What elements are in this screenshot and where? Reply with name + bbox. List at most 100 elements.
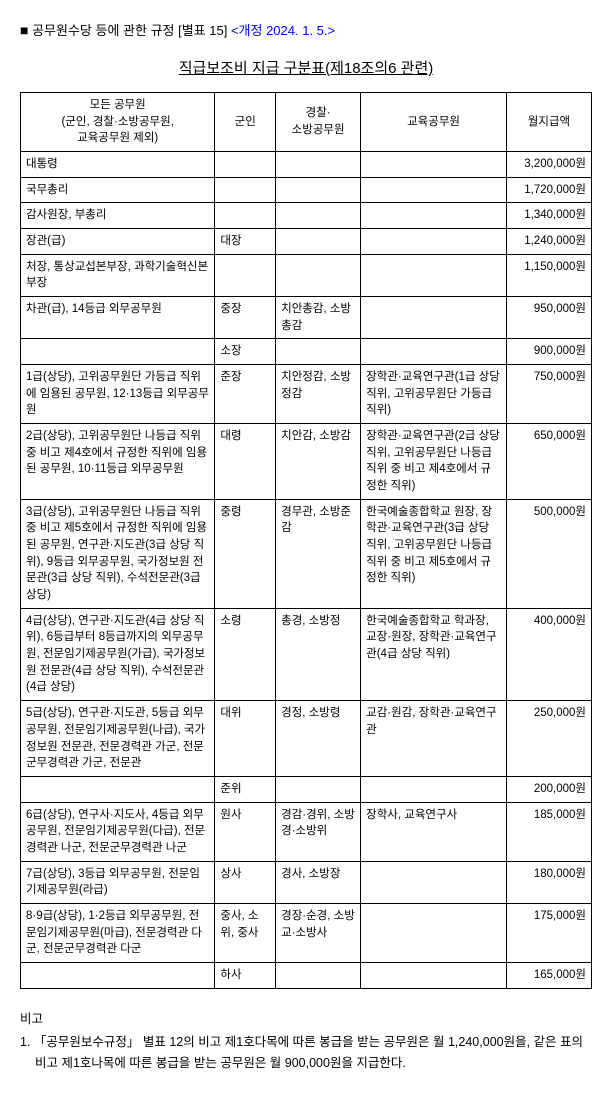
table-row: 처장, 통상교섭본부장, 과학기술혁신본부장1,150,000원 — [21, 254, 592, 296]
cell-amount: 750,000원 — [506, 365, 591, 424]
cell: 총경, 소방정 — [276, 608, 361, 700]
cell-amount: 250,000원 — [506, 701, 591, 777]
cell — [215, 203, 276, 229]
table-row: 7급(상당), 3등급 외무공무원, 전문임기제공무원(라급)상사경사, 소방장… — [21, 861, 592, 903]
cell — [276, 203, 361, 229]
cell: 중장 — [215, 297, 276, 339]
cell — [276, 229, 361, 255]
cell: 장관(급) — [21, 229, 215, 255]
cell — [361, 962, 507, 988]
table-row: 장관(급)대장 1,240,000원 — [21, 229, 592, 255]
cell — [361, 297, 507, 339]
cell: 소장 — [215, 339, 276, 365]
cell — [21, 776, 215, 802]
cell-amount: 180,000원 — [506, 861, 591, 903]
cell — [276, 339, 361, 365]
table-row: 소장 900,000원 — [21, 339, 592, 365]
cell: 6급(상당), 연구사·지도사, 4등급 외무공무원, 전문임기제공무원(다급)… — [21, 802, 215, 861]
cell: 치안총감, 소방총감 — [276, 297, 361, 339]
footnote-label: 비고 — [20, 1009, 592, 1030]
footnote-item-1: 1. 「공무원보수규정」 별표 12의 비고 제1호다목에 따른 봉급을 받는 … — [20, 1032, 592, 1075]
cell — [276, 254, 361, 296]
cell: 경무관, 소방준감 — [276, 499, 361, 608]
table-row: 1급(상당), 고위공무원단 가등급 직위에 임용된 공무원, 12·13등급 … — [21, 365, 592, 424]
cell — [361, 152, 507, 178]
square-bullet: ■ — [20, 22, 28, 38]
footnote-section: 비고 1. 「공무원보수규정」 별표 12의 비고 제1호다목에 따른 봉급을 … — [20, 1009, 592, 1075]
cell-amount: 1,340,000원 — [506, 203, 591, 229]
cell-amount: 650,000원 — [506, 424, 591, 500]
header-title: 공무원수당 등에 관한 규정 [별표 15] — [32, 23, 227, 38]
th-education: 교육공무원 — [361, 93, 507, 152]
table-row: 6급(상당), 연구사·지도사, 4등급 외무공무원, 전문임기제공무원(다급)… — [21, 802, 592, 861]
cell: 1급(상당), 고위공무원단 가등급 직위에 임용된 공무원, 12·13등급 … — [21, 365, 215, 424]
cell: 대통령 — [21, 152, 215, 178]
table-row: 3급(상당), 고위공무원단 나등급 직위 중 비고 제5호에서 규정한 직위에… — [21, 499, 592, 608]
cell: 경정, 소방령 — [276, 701, 361, 777]
cell: 7급(상당), 3등급 외무공무원, 전문임기제공무원(라급) — [21, 861, 215, 903]
table-row: 감사원장, 부총리 1,340,000원 — [21, 203, 592, 229]
cell: 중사, 소위, 중사 — [215, 903, 276, 962]
cell: 차관(급), 14등급 외무공무원 — [21, 297, 215, 339]
cell: 5급(상당), 연구관·지도관, 5등급 외무공무원, 전문임기제공무원(나급)… — [21, 701, 215, 777]
table-row: 5급(상당), 연구관·지도관, 5등급 외무공무원, 전문임기제공무원(나급)… — [21, 701, 592, 777]
header-amend: <개정 2024. 1. 5.> — [231, 23, 335, 38]
cell: 국무총리 — [21, 177, 215, 203]
cell: 한국예술종합학교 원장, 장학관·교육연구관(3급 상당 직위, 고위공무원단 … — [361, 499, 507, 608]
table-body: 대통령3,200,000원 국무총리 1,720,000원 감사원장, 부총리 1,… — [21, 152, 592, 989]
cell-amount: 1,240,000원 — [506, 229, 591, 255]
cell — [361, 339, 507, 365]
table-row: 대통령3,200,000원 — [21, 152, 592, 178]
cell-amount: 185,000원 — [506, 802, 591, 861]
doc-title: 직급보조비 지급 구분표(제18조의6 관련) — [20, 57, 592, 78]
cell: 경장·순경, 소방교·소방사 — [276, 903, 361, 962]
th-military: 군인 — [215, 93, 276, 152]
cell — [215, 177, 276, 203]
cell: 장학관·교육연구관(2급 상당 직위, 고위공무원단 나등급 직위 중 비고 제… — [361, 424, 507, 500]
cell-amount: 175,000원 — [506, 903, 591, 962]
cell-amount: 165,000원 — [506, 962, 591, 988]
cell-amount: 1,720,000원 — [506, 177, 591, 203]
cell — [215, 254, 276, 296]
cell: 장학관·교육연구관(1급 상당 직위, 고위공무원단 가등급 직위) — [361, 365, 507, 424]
cell: 대위 — [215, 701, 276, 777]
cell: 경감·경위, 소방경·소방위 — [276, 802, 361, 861]
cell — [276, 152, 361, 178]
cell: 하사 — [215, 962, 276, 988]
cell — [21, 962, 215, 988]
table-header-row: 모든 공무원 (군인, 경찰·소방공무원, 교육공무원 제외) 군인 경찰· 소… — [21, 93, 592, 152]
cell: 치안정감, 소방정감 — [276, 365, 361, 424]
cell: 상사 — [215, 861, 276, 903]
table-row: 4급(상당), 연구관·지도관(4급 상당 직위), 6등급부터 8등급까지의 … — [21, 608, 592, 700]
cell: 준위 — [215, 776, 276, 802]
table-row: 하사 165,000원 — [21, 962, 592, 988]
cell: 대장 — [215, 229, 276, 255]
cell — [276, 962, 361, 988]
cell: 대령 — [215, 424, 276, 500]
cell — [361, 203, 507, 229]
table-row: 2급(상당), 고위공무원단 나등급 직위 중 비고 제4호에서 규정한 직위에… — [21, 424, 592, 500]
cell — [361, 861, 507, 903]
cell — [361, 254, 507, 296]
cell-amount: 900,000원 — [506, 339, 591, 365]
allowance-table: 모든 공무원 (군인, 경찰·소방공무원, 교육공무원 제외) 군인 경찰· 소… — [20, 92, 592, 989]
cell: 장학사, 교육연구사 — [361, 802, 507, 861]
cell: 한국예술종합학교 학과장, 교장·원장, 장학관·교육연구관(4급 상당 직위) — [361, 608, 507, 700]
cell — [21, 339, 215, 365]
cell: 경사, 소방장 — [276, 861, 361, 903]
cell — [276, 177, 361, 203]
th-all-officials: 모든 공무원 (군인, 경찰·소방공무원, 교육공무원 제외) — [21, 93, 215, 152]
cell: 감사원장, 부총리 — [21, 203, 215, 229]
cell: 치안감, 소방감 — [276, 424, 361, 500]
cell-amount: 950,000원 — [506, 297, 591, 339]
cell: 원사 — [215, 802, 276, 861]
cell-amount: 400,000원 — [506, 608, 591, 700]
th-monthly-amount: 월지급액 — [506, 93, 591, 152]
table-row: 차관(급), 14등급 외무공무원중장치안총감, 소방총감 950,000원 — [21, 297, 592, 339]
cell: 2급(상당), 고위공무원단 나등급 직위 중 비고 제4호에서 규정한 직위에… — [21, 424, 215, 500]
cell — [361, 177, 507, 203]
cell: 3급(상당), 고위공무원단 나등급 직위 중 비고 제5호에서 규정한 직위에… — [21, 499, 215, 608]
cell: 처장, 통상교섭본부장, 과학기술혁신본부장 — [21, 254, 215, 296]
table-row: 8·9급(상당), 1·2등급 외무공무원, 전문임기제공무원(마급), 전문경… — [21, 903, 592, 962]
cell — [361, 903, 507, 962]
